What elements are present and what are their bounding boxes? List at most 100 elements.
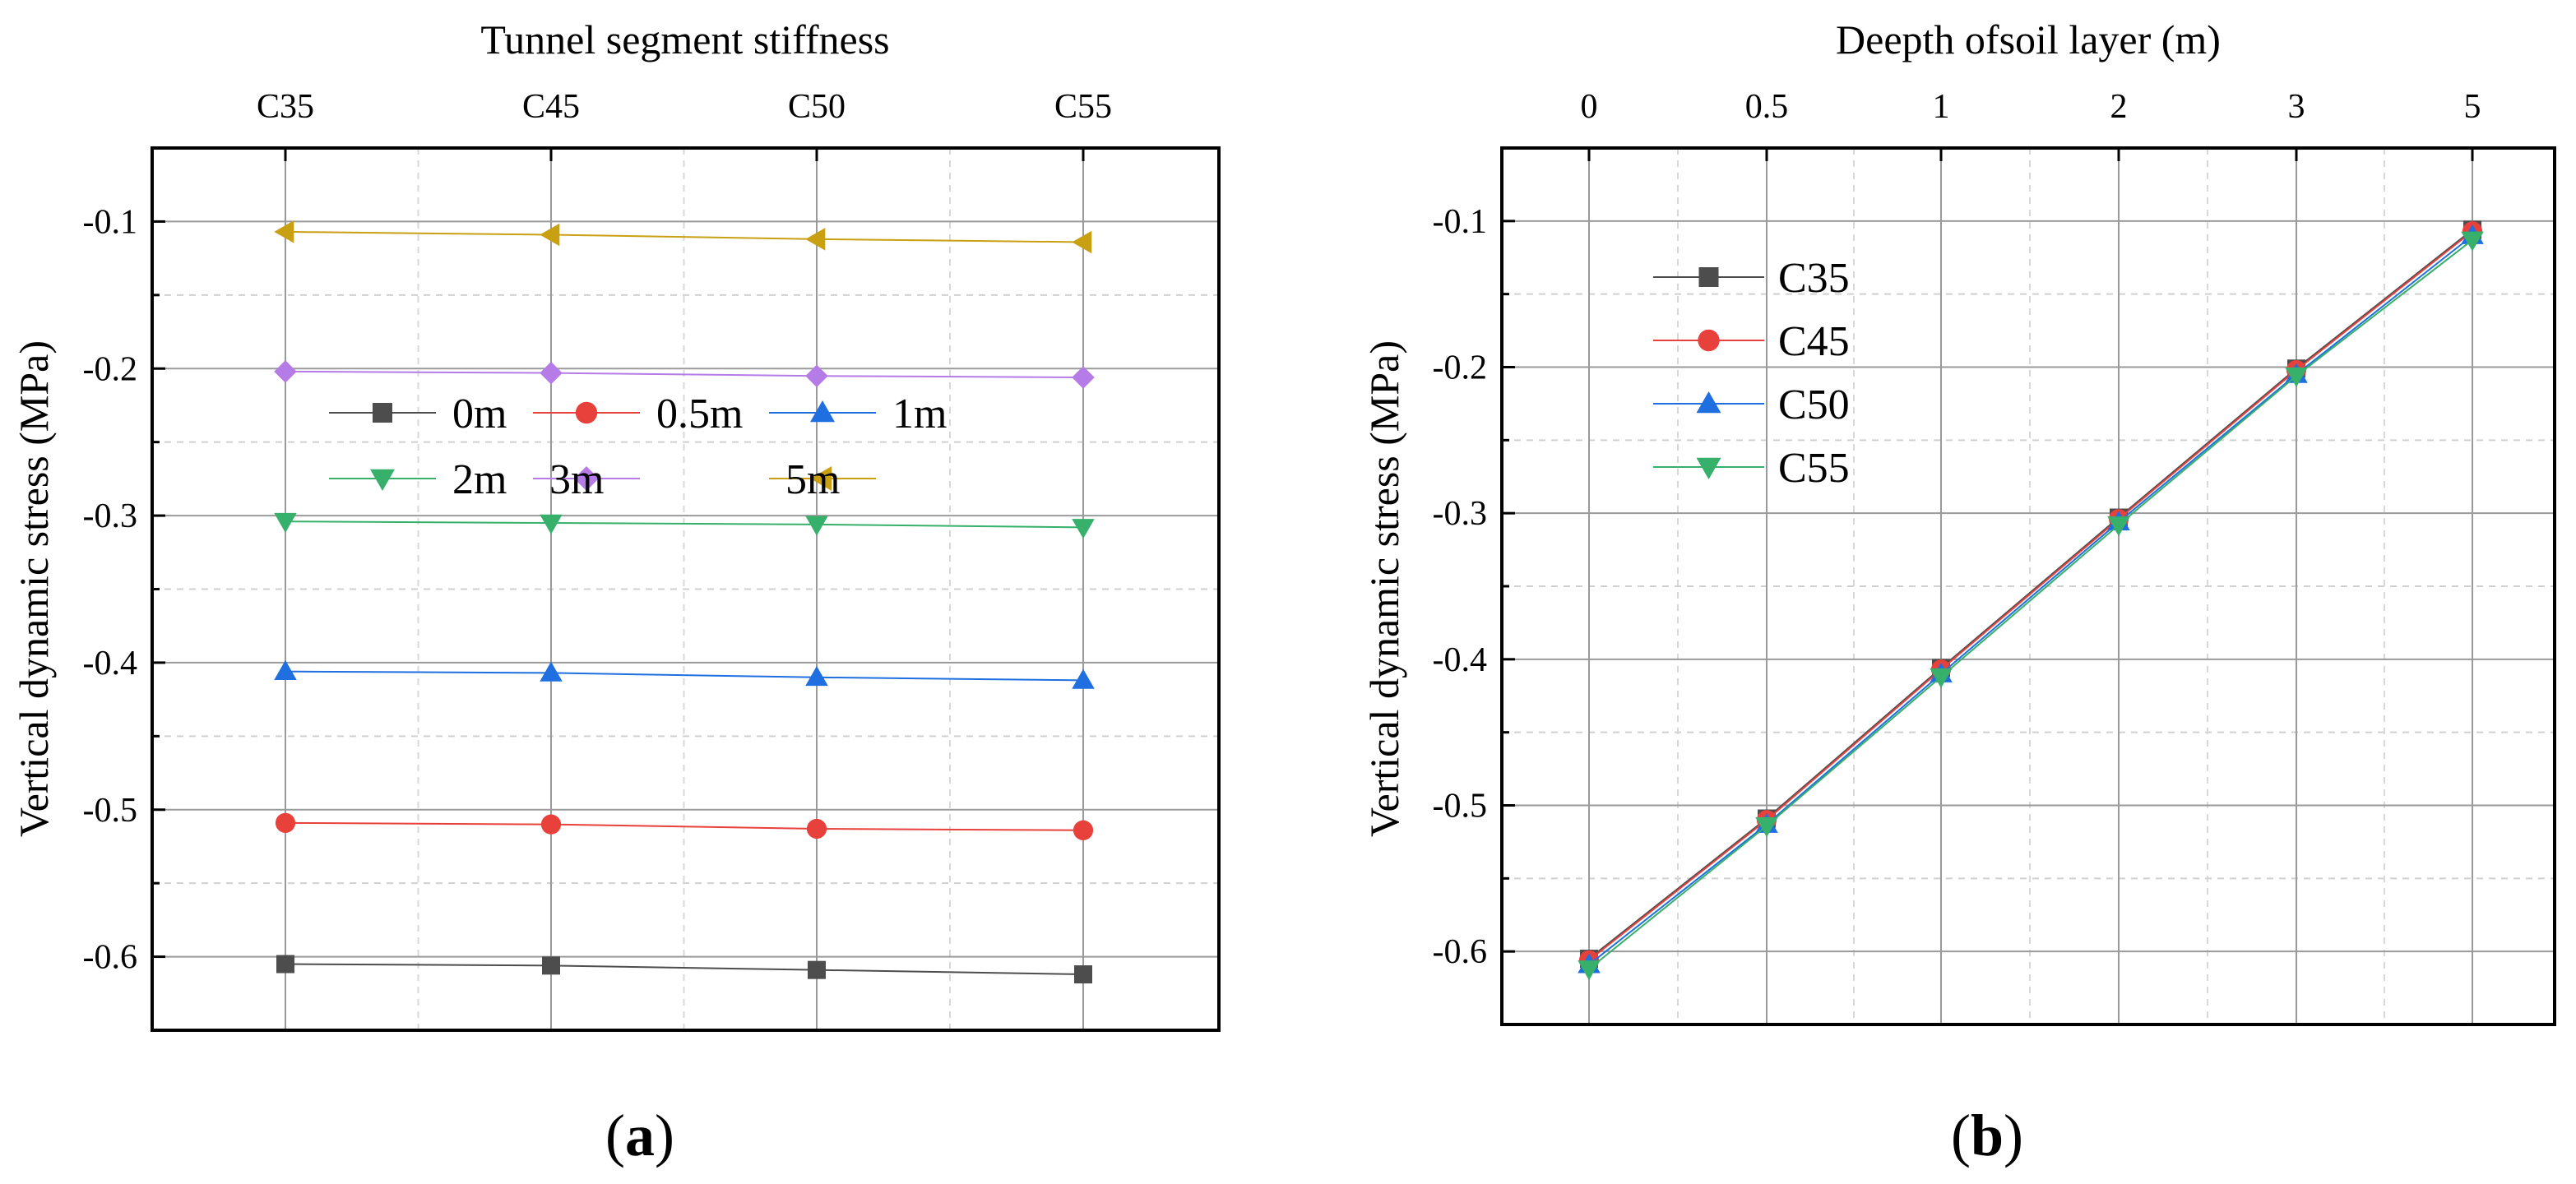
legend-marker	[370, 469, 395, 491]
series-line	[1588, 229, 2473, 960]
data-point	[805, 666, 828, 687]
data-point	[805, 364, 828, 387]
chart-a-panel-label: (a)	[605, 1103, 674, 1168]
panel-label-open: (	[605, 1103, 625, 1168]
y-tick-label: -0.2	[83, 350, 138, 388]
chart-b-grid	[1502, 148, 2555, 1024]
x-tick-label: 1	[1933, 88, 1950, 126]
x-tick-label: C55	[1054, 88, 1112, 126]
legend-marker	[373, 403, 392, 423]
legend-item: 3m	[533, 456, 640, 503]
legend-item: C45	[1653, 318, 1850, 365]
chart-a-stress-vs-stiffness: 0m 0.5m 1m 2m 3m 5m -0.6 -0.5 -0.4 -0.3 -0.2 -0.1 C…	[11, 16, 1221, 1168]
legend-item: C50	[1653, 382, 1850, 428]
legend-marker	[1698, 329, 1720, 352]
data-point	[540, 223, 560, 247]
y-tick-label: -0.3	[1433, 495, 1488, 533]
chart-b-x-axis-title: Deepth ofsoil layer (m)	[1836, 16, 2221, 62]
chart-a-grid	[152, 148, 1219, 1030]
legend-label: 5m	[785, 456, 840, 503]
legend-item: C55	[1653, 445, 1850, 492]
y-tick-label: -0.5	[1433, 788, 1488, 826]
y-tick-label: -0.4	[1433, 641, 1488, 679]
x-tick-label: 0.5	[1745, 88, 1789, 126]
y-tick-label: -0.3	[83, 497, 138, 535]
legend-marker	[574, 466, 599, 491]
y-tick-label: -0.2	[1433, 349, 1488, 387]
legend-marker	[575, 401, 598, 424]
series-5m	[274, 220, 1092, 254]
chart-b-series	[1578, 220, 2484, 981]
data-point	[1072, 230, 1092, 254]
series-line	[285, 370, 1084, 378]
x-tick-label: 3	[2288, 88, 2305, 126]
legend-label: C50	[1778, 382, 1850, 428]
data-point	[2461, 231, 2484, 252]
series-line	[285, 520, 1084, 529]
series-line	[285, 963, 1084, 976]
series-line	[1588, 230, 2473, 961]
data-point	[1072, 366, 1095, 389]
y-tick-label: -0.1	[83, 203, 138, 241]
x-tick-label: 0	[1581, 88, 1598, 126]
series-line	[1588, 234, 2473, 965]
panel-label-letter: a	[625, 1103, 655, 1168]
data-point	[2285, 367, 2308, 387]
legend-item: 1m	[769, 391, 947, 437]
data-point	[540, 361, 563, 385]
data-point	[540, 814, 562, 835]
data-point	[806, 818, 827, 839]
data-point	[1930, 668, 1953, 688]
y-tick-label: -0.6	[83, 939, 138, 977]
chart-b-y-axis-title: Vertical dynamic stress (MPa)	[1361, 340, 1407, 837]
y-tick-label: -0.6	[1433, 933, 1488, 971]
panel-label-open: (	[1951, 1103, 1971, 1168]
chart-a-legend: 0m 0.5m 1m 2m 3m 5m	[329, 391, 947, 503]
legend-item: 2m	[329, 456, 507, 503]
series-2m	[274, 512, 1095, 539]
panel-label-letter: b	[1971, 1103, 2004, 1168]
legend-marker	[810, 400, 835, 423]
series-3m	[274, 360, 1095, 389]
series-0-5m	[275, 812, 1094, 840]
series-line	[1588, 239, 2473, 970]
x-tick-label: C35	[257, 88, 314, 126]
legend-marker	[1698, 267, 1719, 287]
legend-label: C55	[1778, 445, 1850, 492]
data-point	[805, 516, 828, 536]
legend-item: 0.5m	[533, 391, 743, 437]
legend-marker	[810, 466, 832, 491]
legend-marker	[1696, 457, 1721, 479]
chart-b-frame	[1500, 146, 2556, 1026]
legend-label: 2m	[452, 456, 507, 503]
data-point	[274, 220, 294, 243]
data-point	[542, 956, 560, 975]
data-point	[274, 659, 297, 680]
x-tick-label: 5	[2464, 88, 2481, 126]
chart-a-y-axis-title: Vertical dynamic stress (MPa)	[11, 340, 57, 837]
x-tick-label: 2	[2110, 88, 2128, 126]
y-tick-label: -0.4	[83, 645, 138, 682]
series-line	[285, 670, 1084, 682]
series-line	[285, 230, 1084, 243]
legend-label: 0.5m	[656, 391, 743, 437]
data-point	[2107, 516, 2130, 537]
legend-label: C35	[1778, 255, 1850, 302]
chart-b-stress-vs-depth: C35 C45 C50 C55 -0.6 -0.5 -0.4 -0.3 -0.2 -0.1 0 0.…	[1361, 16, 2556, 1168]
chart-b-ticks: -0.6 -0.5 -0.4 -0.3 -0.2 -0.1 0 0.5 1 2 3 5	[1433, 88, 2481, 971]
panel-label-close: )	[2004, 1103, 2023, 1168]
series-c55	[1578, 231, 2484, 981]
data-point	[1578, 960, 1601, 981]
chart-a-ticks: -0.6 -0.5 -0.4 -0.3 -0.2 -0.1 C35 C45 C50 C55	[83, 88, 1113, 977]
chart-a-series	[274, 220, 1095, 984]
series-1m	[274, 659, 1095, 689]
legend-item: 5m	[769, 456, 876, 503]
data-point	[540, 514, 563, 534]
data-point	[1755, 817, 1778, 838]
x-tick-label: C50	[788, 88, 846, 126]
legend-label: C45	[1778, 318, 1850, 365]
chart-b-panel-label: (b)	[1951, 1103, 2023, 1168]
legend-item: 0m	[329, 391, 507, 437]
data-point	[274, 512, 297, 533]
